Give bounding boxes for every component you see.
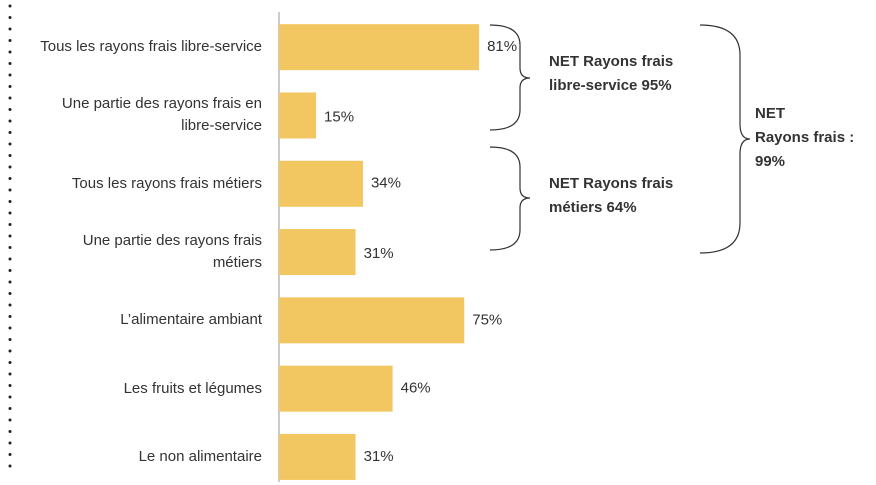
- category-label: Une partie des rayons frais métiers: [82, 232, 262, 272]
- value-label: 81%: [487, 38, 517, 55]
- annotation: métiers 64%: [549, 199, 637, 216]
- bar: [279, 365, 393, 412]
- category-label: L’alimentaire ambiant: [120, 311, 262, 329]
- value-label: 31%: [364, 245, 394, 262]
- annotation: 99%: [755, 153, 785, 170]
- bar: [279, 24, 480, 71]
- bracket: [699, 24, 751, 254]
- bar: [279, 297, 465, 344]
- bar: [279, 92, 317, 139]
- category-label: Une partie des rayons frais en libre-ser…: [61, 95, 262, 135]
- category-label: Tous les rayons frais métiers: [71, 174, 262, 192]
- category-label: Tous les rayons frais libre-service: [40, 38, 262, 56]
- value-label: 46%: [401, 380, 431, 397]
- bracket: [489, 24, 531, 131]
- bracket: [489, 146, 531, 251]
- value-label: 31%: [364, 448, 394, 465]
- value-label: 15%: [324, 108, 354, 125]
- value-label: 34%: [371, 175, 401, 192]
- annotation: libre-service 95%: [549, 77, 672, 94]
- value-label: 75%: [472, 311, 502, 328]
- bar: [279, 433, 356, 480]
- annotation: NET: [755, 105, 785, 122]
- category-label: Les fruits et légumes: [123, 379, 262, 397]
- category-label: Le non alimentaire: [138, 447, 262, 465]
- annotation: Rayons frais :: [755, 129, 854, 146]
- annotation: NET Rayons frais: [549, 175, 673, 192]
- annotation: NET Rayons frais: [549, 53, 673, 70]
- bar: [279, 160, 363, 207]
- bar: [279, 229, 356, 276]
